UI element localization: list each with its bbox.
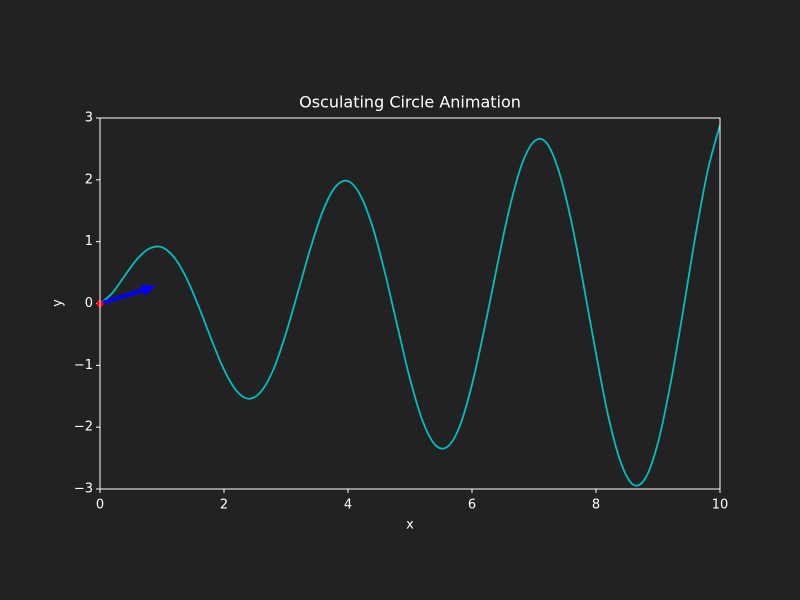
x-tick-label: 2 [220, 498, 228, 513]
x-tick-label: 8 [592, 498, 600, 513]
axes-frame [99, 117, 721, 490]
chart-title: Osculating Circle Animation [299, 93, 521, 112]
y-tick-label: 3 [85, 111, 93, 126]
y-tick-label: −2 [74, 420, 93, 435]
y-tick-label: 0 [85, 296, 93, 311]
x-tick-label: 10 [712, 498, 729, 513]
x-axis-label: x [406, 518, 414, 533]
y-tick-label: 2 [85, 172, 93, 187]
y-tick-label: 1 [85, 234, 93, 249]
y-tick-label: −1 [74, 358, 93, 373]
x-tick-label: 6 [468, 498, 476, 513]
x-tick-label: 4 [344, 498, 352, 513]
tangent-arrow-shaft [99, 288, 144, 306]
tangent-arrow-head [140, 284, 156, 297]
y-axis-label: y [51, 299, 66, 307]
x-tick-label: 0 [96, 498, 104, 513]
line-series [99, 124, 721, 487]
y-tick-label: −3 [74, 482, 93, 497]
